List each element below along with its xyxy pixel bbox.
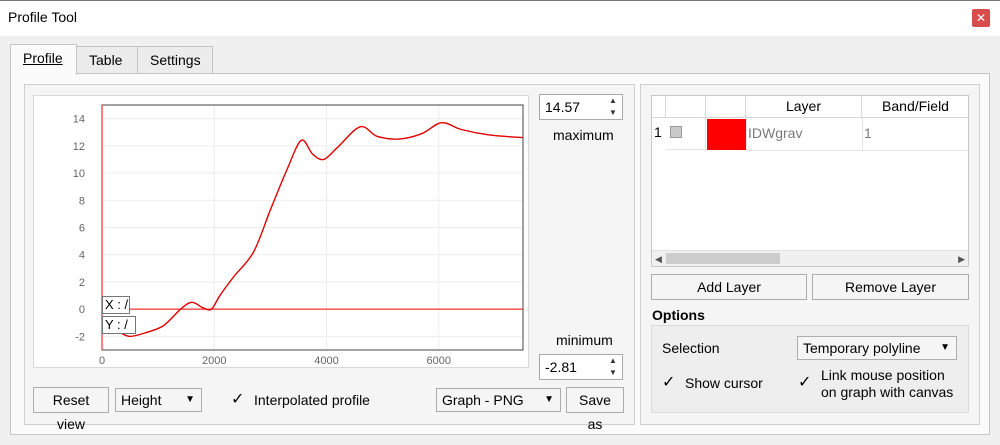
spin-down-icon[interactable]: ▼	[609, 108, 617, 117]
column-header-visible[interactable]	[666, 96, 706, 118]
selection-combo-value: Temporary polyline	[803, 340, 921, 356]
cursor-y-readout: Y : /	[102, 316, 136, 334]
profile-plot[interactable]: -2 0 2 4 6 8 10 12 14 0 2000 4000 6000	[33, 95, 529, 368]
height-combo-value: Height	[121, 392, 162, 408]
maximum-label: maximum	[553, 127, 614, 143]
scroll-right-icon[interactable]: ▶	[958, 254, 965, 264]
height-combo[interactable]: Height ▼	[115, 388, 202, 412]
row-divider	[746, 150, 968, 151]
y-tick-label: -2	[75, 331, 85, 343]
scrollbar-thumb[interactable]	[666, 253, 780, 264]
tab-settings-label: Settings	[150, 52, 201, 68]
show-cursor-checkbox[interactable]: ✓	[662, 374, 676, 391]
layers-table[interactable]: Layer Band/Field 1 IDWgrav 1 ◀ ▶	[651, 95, 969, 267]
y-tick-label: 12	[73, 141, 85, 153]
x-tick-label: 2000	[202, 355, 226, 367]
column-header-color[interactable]	[706, 96, 746, 118]
minimum-input[interactable]	[543, 358, 599, 376]
interpolated-label: Interpolated profile	[254, 392, 370, 408]
add-layer-button[interactable]: Add Layer	[651, 274, 807, 300]
tab-profile-label: Profile	[23, 50, 63, 66]
profile-series-line	[101, 121, 524, 338]
minimum-spinbox[interactable]: ▲ ▼	[539, 354, 623, 380]
tab-settings[interactable]: Settings	[137, 46, 213, 74]
y-tick-label: 4	[79, 250, 85, 262]
band-field-cell[interactable]: 1	[864, 125, 872, 141]
close-icon[interactable]: ✕	[972, 9, 990, 27]
export-combo[interactable]: Graph - PNG ▼	[436, 388, 561, 412]
spin-down-icon[interactable]: ▼	[609, 368, 617, 377]
maximum-input[interactable]	[543, 98, 599, 116]
reset-view-button[interactable]: Reset view	[33, 387, 109, 432]
layer-visibility-checkbox[interactable]	[670, 126, 682, 138]
x-tick-label: 0	[99, 355, 105, 367]
spin-up-icon[interactable]: ▲	[609, 356, 617, 365]
window-title: Profile Tool	[8, 9, 78, 25]
column-header-band[interactable]: Band/Field	[862, 96, 968, 118]
cursor-x-readout: X : /	[102, 296, 130, 314]
row-number: 1	[654, 124, 662, 140]
export-combo-value: Graph - PNG	[442, 392, 524, 408]
x-tick-label: 4000	[314, 355, 338, 367]
link-mouse-label-line1: Link mouse position	[821, 367, 945, 383]
selection-label: Selection	[662, 340, 720, 356]
tab-profile[interactable]: Profile	[10, 44, 77, 75]
chevron-down-icon: ▼	[940, 342, 950, 353]
selection-combo[interactable]: Temporary polyline ▼	[797, 336, 957, 360]
scroll-left-icon[interactable]: ◀	[655, 254, 662, 264]
layer-name-cell[interactable]: IDWgrav	[748, 125, 803, 141]
options-title: Options	[652, 307, 705, 323]
chevron-down-icon: ▼	[185, 394, 195, 405]
save-as-button[interactable]: Save as	[566, 387, 624, 432]
minimum-label: minimum	[556, 332, 613, 348]
link-mouse-label-line2: on graph with canvas	[821, 384, 954, 400]
y-tick-label: 8	[79, 195, 85, 207]
maximum-spinbox[interactable]: ▲ ▼	[539, 94, 623, 120]
y-tick-label: 14	[73, 114, 85, 126]
window-top-border	[0, 0, 1000, 1]
column-header-layer[interactable]: Layer	[746, 96, 862, 118]
x-tick-label: 6000	[427, 355, 451, 367]
remove-layer-button[interactable]: Remove Layer	[812, 274, 969, 300]
link-mouse-checkbox[interactable]: ✓	[798, 374, 812, 391]
spin-up-icon[interactable]: ▲	[609, 96, 617, 105]
tab-table[interactable]: Table	[76, 46, 138, 74]
layer-color-swatch[interactable]	[707, 119, 746, 150]
table-horizontal-scrollbar[interactable]: ◀ ▶	[652, 250, 968, 266]
grid	[101, 105, 523, 350]
cell-divider	[746, 118, 747, 150]
y-tick-label: 0	[79, 304, 85, 316]
interpolated-checkbox[interactable]: ✓	[231, 391, 245, 408]
y-tick-label: 6	[79, 223, 85, 235]
cell-divider	[862, 118, 863, 150]
y-tick-label: 2	[79, 277, 85, 289]
title-bar: Profile Tool ✕	[0, 0, 1000, 36]
tab-table-label: Table	[89, 52, 123, 68]
show-cursor-label: Show cursor	[685, 375, 763, 391]
table-corner	[652, 96, 666, 118]
table-row	[666, 118, 706, 150]
series	[101, 121, 524, 338]
chevron-down-icon: ▼	[544, 394, 554, 405]
y-tick-label: 10	[73, 168, 85, 180]
